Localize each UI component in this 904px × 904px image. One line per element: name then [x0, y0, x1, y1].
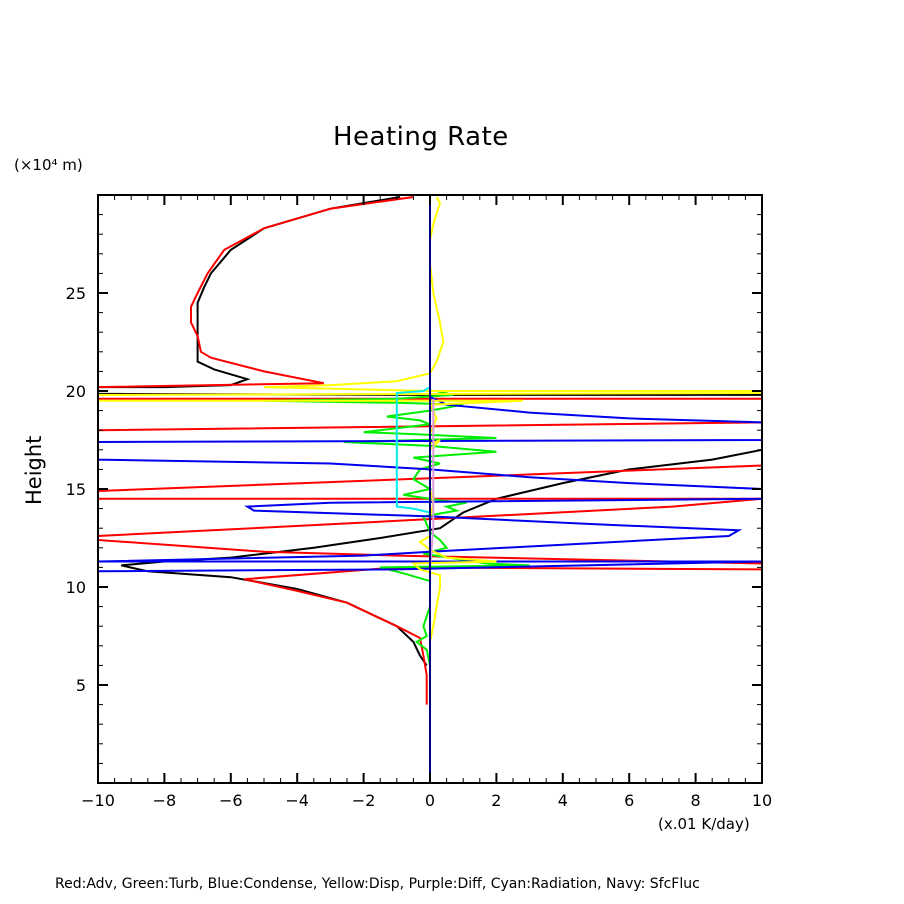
x-tick-label: −8	[153, 791, 177, 810]
y-tick-label: 25	[66, 284, 86, 303]
x-tick-label: 2	[491, 791, 501, 810]
y-axis-unit: (×10⁴ m)	[14, 156, 83, 174]
y-tick-label: 15	[66, 480, 86, 499]
y-tick-label: 20	[66, 382, 86, 401]
x-tick-label: 0	[425, 791, 435, 810]
x-axis-label: (x.01 K/day)	[658, 815, 750, 833]
series-layer	[97, 195, 763, 783]
x-tick-label: 8	[691, 791, 701, 810]
x-tick-label: 4	[558, 791, 568, 810]
chart-title-text: Heating Rate	[333, 122, 509, 152]
x-tick-label: −6	[219, 791, 243, 810]
series-line-yellow-disp	[97, 196, 763, 643]
y-tick-label: 10	[66, 578, 86, 597]
x-tick-label: 6	[624, 791, 634, 810]
x-tick-label: −10	[81, 791, 115, 810]
legend-text: Red:Adv, Green:Turb, Blue:Condense, Yell…	[55, 876, 700, 892]
y-tick-label: 5	[76, 676, 86, 695]
series-line-cyan-radiation	[395, 386, 431, 514]
x-tick-label: 10	[752, 791, 772, 810]
x-tick-label: −4	[285, 791, 309, 810]
axis-layer	[97, 194, 763, 784]
tick-label-layer: −10 −8 −6 −4 −2 0 2 4 6 8 10 5 10 15 20 25	[66, 284, 773, 810]
x-tick-label: −2	[352, 791, 376, 810]
